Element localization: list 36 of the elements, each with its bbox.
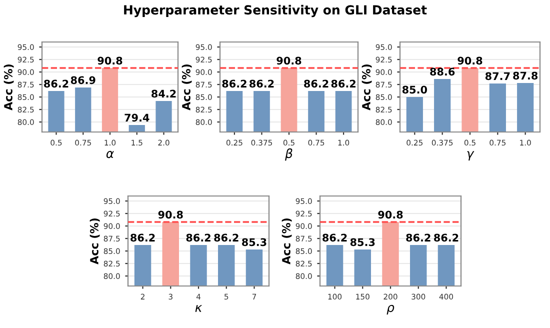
text: Hyperparameter Sensitivity on GLI Dataset: [124, 4, 427, 18]
data-label: 86.2: [322, 234, 347, 242]
data-label: 90.8: [276, 56, 302, 65]
data-label: 90.8: [98, 56, 122, 65]
data-label: 85.3: [350, 238, 375, 246]
y-axis-title: Acc (%): [362, 64, 372, 110]
data-label: 86.2: [406, 234, 430, 242]
data-label: 86.2: [186, 234, 210, 242]
data-label: 86.2: [250, 80, 274, 88]
x-axis-title: β: [285, 148, 292, 161]
data-label: 87.7: [485, 72, 510, 80]
y-axis-title: Acc (%): [90, 218, 100, 264]
data-label: 85.3: [242, 238, 266, 246]
data-label: 90.8: [158, 210, 183, 219]
y-axis-title: Acc (%): [182, 64, 192, 110]
data-label: 86.2: [214, 234, 238, 242]
data-label: 90.8: [378, 210, 403, 219]
data-label: 86.2: [434, 234, 458, 242]
y-axis-title: Acc (%): [4, 64, 14, 110]
data-label: 90.8: [458, 56, 482, 65]
x-axis-title: γ: [467, 151, 474, 161]
data-label: 86.2: [44, 80, 68, 88]
data-label: 87.8: [513, 72, 538, 80]
data-label: 88.6: [430, 68, 455, 76]
data-label: 86.2: [130, 234, 155, 242]
x-axis-title: κ: [195, 305, 202, 312]
data-label: 86.9: [70, 76, 96, 84]
data-label: 86.2: [331, 80, 356, 88]
data-label: 86.2: [304, 80, 328, 88]
x-axis-title: α: [106, 150, 114, 158]
data-label: 86.2: [222, 80, 246, 88]
data-label: 85.0: [402, 86, 428, 94]
y-axis-title: Acc (%): [282, 218, 292, 264]
data-label: 79.4: [124, 114, 150, 122]
data-label: 84.2: [152, 90, 176, 98]
x-axis-title: ρ: [386, 304, 394, 315]
